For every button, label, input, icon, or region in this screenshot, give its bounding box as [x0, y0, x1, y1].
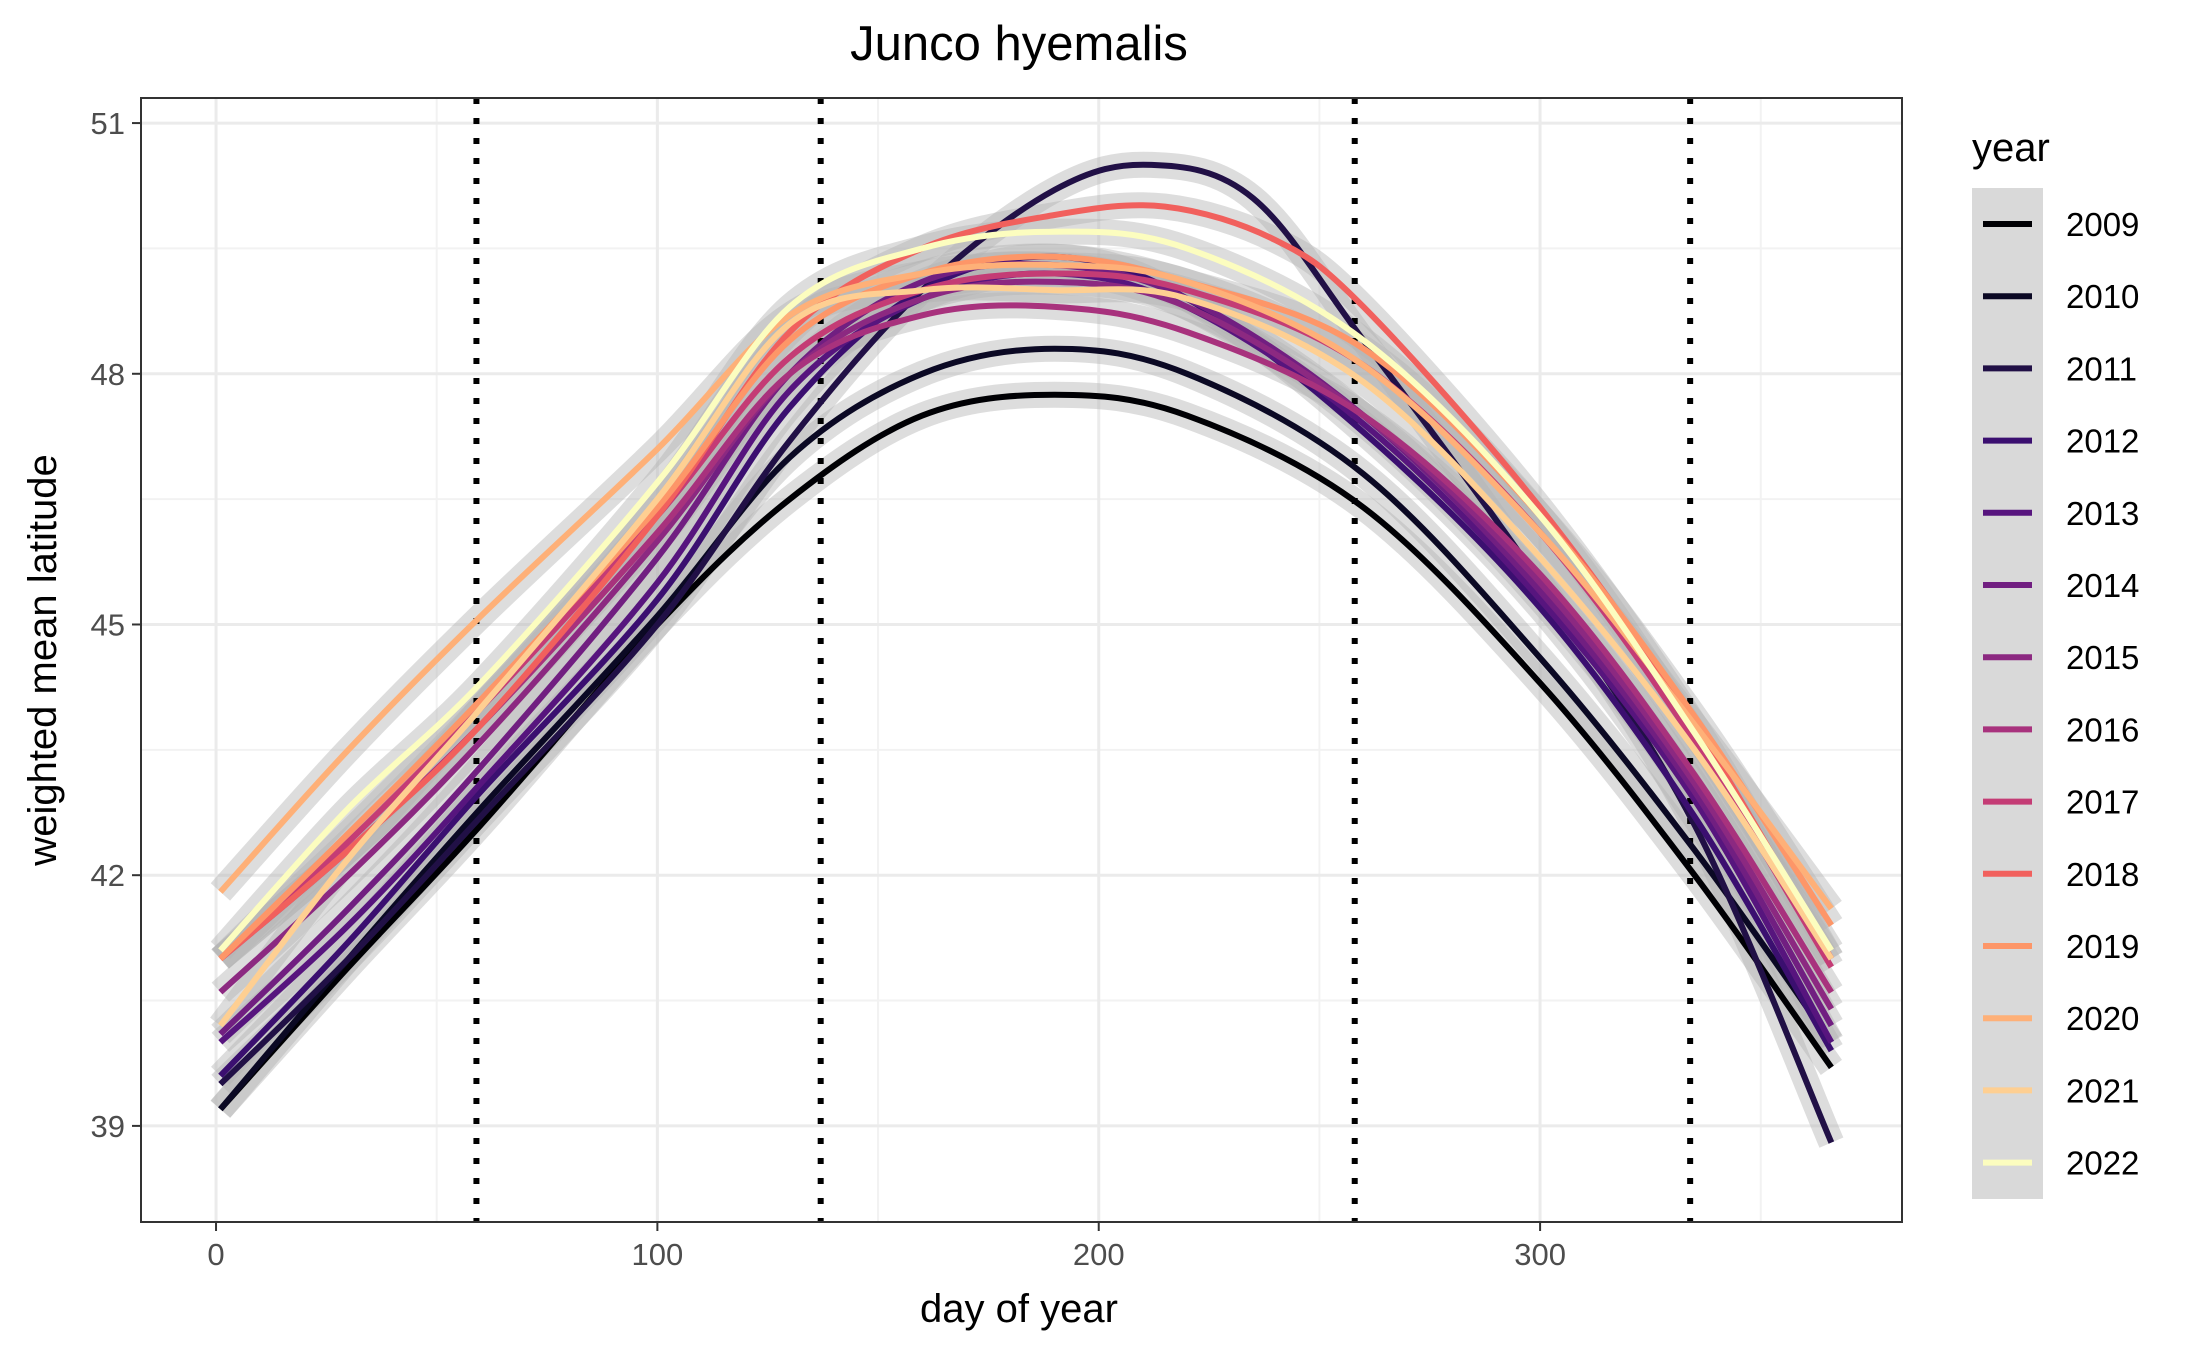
series-line-2009 [218, 391, 1834, 1112]
x-axis-title: day of year [920, 1287, 1118, 1331]
y-tick-label: 51 [91, 106, 125, 141]
legend-label-2021: 2021 [2066, 1072, 2139, 1109]
chart-title: Junco hyemalis [850, 17, 1188, 71]
x-tick-label: 300 [1514, 1237, 1566, 1272]
y-tick-label: 45 [91, 607, 125, 642]
legend-label-2012: 2012 [2066, 423, 2139, 460]
plot-border [140, 97, 1903, 1223]
legend-label-2013: 2013 [2066, 495, 2139, 532]
legend-label-2022: 2022 [2066, 1145, 2139, 1182]
y-tick-label: 42 [91, 858, 125, 893]
y-axis-title: weighted mean latitude [21, 454, 65, 866]
legend-label-2020: 2020 [2066, 1000, 2139, 1037]
x-tick-label: 0 [207, 1237, 224, 1272]
legend-items: 2009 2010 2011 2012 2013 2014 2015 2016 2017 2018… [1983, 206, 2139, 1182]
legend-label-2010: 2010 [2066, 278, 2139, 315]
series-line-2022 [218, 228, 1834, 953]
y-tick-label: 39 [91, 1109, 125, 1144]
legend-label-2017: 2017 [2066, 784, 2139, 821]
y-tick-label: 48 [91, 357, 125, 392]
series-line-2020 [218, 261, 1834, 911]
legend-label-2009: 2009 [2066, 206, 2139, 243]
plot-area: 0 100 200 300 39 42 45 48 51 [91, 97, 1903, 1272]
series-line-2015 [218, 278, 1834, 1011]
x-tick-label: 100 [632, 1237, 684, 1272]
legend-label-2016: 2016 [2066, 711, 2139, 748]
legend-label-2018: 2018 [2066, 856, 2139, 893]
legend-key-background [1972, 188, 2043, 1199]
legend-label-2011: 2011 [2066, 350, 2137, 387]
series-group [210, 98, 1844, 1222]
legend: year 2009 2010 2011 2012 2013 2014 2015 2016 201… [1972, 126, 2139, 1199]
legend-label-2014: 2014 [2066, 567, 2139, 604]
legend-title: year [1972, 126, 2050, 170]
x-tick-label: 200 [1073, 1237, 1125, 1272]
series-line-2021 [218, 284, 1834, 1028]
legend-label-2019: 2019 [2066, 928, 2139, 965]
series-line-2010 [218, 345, 1834, 1112]
legend-label-2015: 2015 [2066, 639, 2139, 676]
